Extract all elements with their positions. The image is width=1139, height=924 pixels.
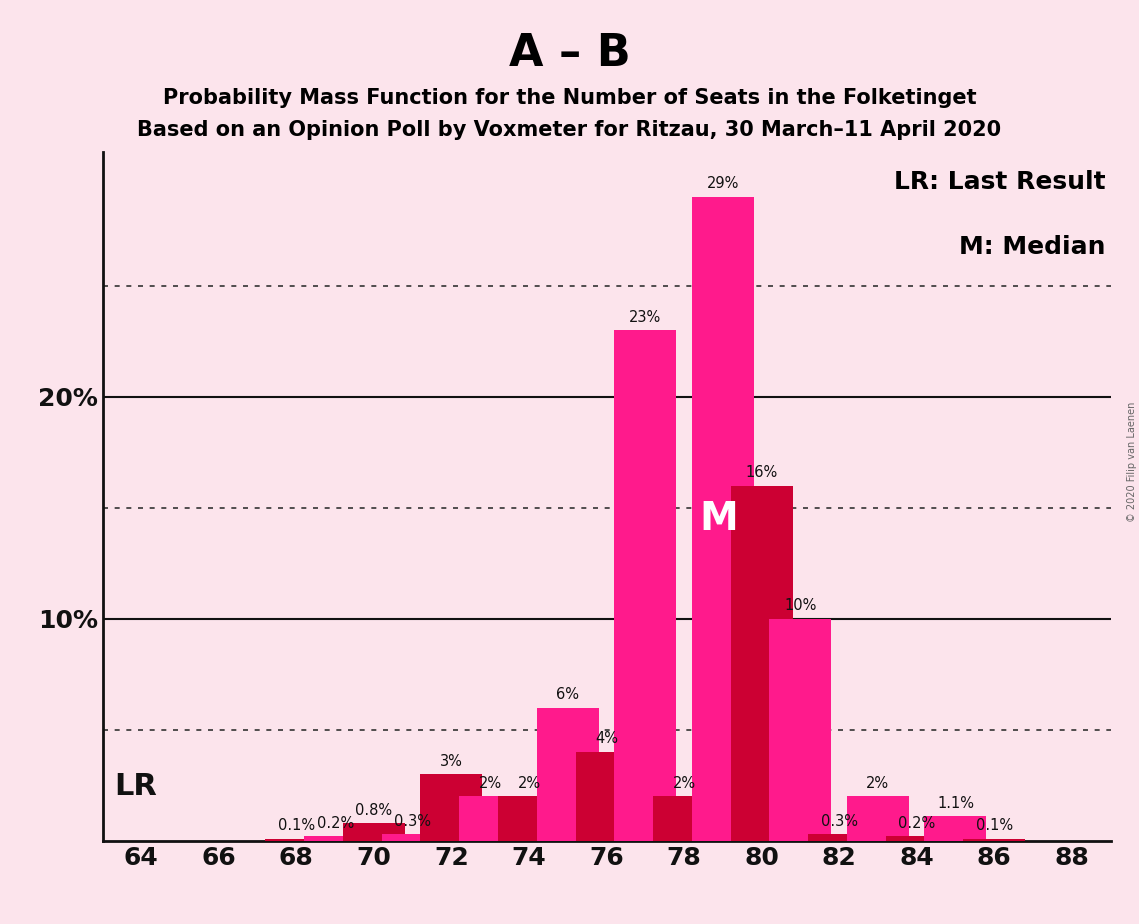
Text: 4%: 4% [595, 732, 618, 747]
Text: LR: Last Result: LR: Last Result [894, 170, 1106, 194]
Text: 0.8%: 0.8% [355, 803, 393, 818]
Text: 1.1%: 1.1% [937, 796, 974, 811]
Text: LR: LR [114, 772, 157, 801]
Text: 6%: 6% [556, 687, 580, 702]
Text: 2%: 2% [478, 776, 502, 791]
Text: 0.2%: 0.2% [898, 816, 935, 831]
Text: 0.1%: 0.1% [278, 818, 314, 833]
Text: 10%: 10% [784, 598, 817, 614]
Text: © 2020 Filip van Laenen: © 2020 Filip van Laenen [1126, 402, 1137, 522]
Text: 0.2%: 0.2% [317, 816, 354, 831]
Text: 0.1%: 0.1% [976, 818, 1013, 833]
Bar [304, 836, 366, 841]
Text: 29%: 29% [706, 176, 739, 191]
Bar [575, 752, 638, 841]
Text: 0.3%: 0.3% [394, 814, 432, 829]
Bar [730, 485, 793, 841]
Bar [886, 836, 948, 841]
Bar [459, 796, 522, 841]
Text: M: Median: M: Median [959, 235, 1106, 259]
Text: Probability Mass Function for the Number of Seats in the Folketinget: Probability Mass Function for the Number… [163, 88, 976, 108]
Text: Based on an Opinion Poll by Voxmeter for Ritzau, 30 March–11 April 2020: Based on an Opinion Poll by Voxmeter for… [138, 120, 1001, 140]
Bar [420, 774, 483, 841]
Bar [382, 834, 444, 841]
Bar [653, 796, 715, 841]
Text: A – B: A – B [509, 32, 630, 76]
Text: 2%: 2% [517, 776, 541, 791]
Bar [964, 839, 1025, 841]
Text: 0.3%: 0.3% [820, 814, 858, 829]
Bar [809, 834, 870, 841]
Bar [265, 839, 327, 841]
Bar [847, 796, 909, 841]
Bar [536, 708, 599, 841]
Text: 16%: 16% [745, 465, 778, 480]
Text: M: M [699, 500, 738, 538]
Text: 2%: 2% [672, 776, 696, 791]
Text: 2%: 2% [867, 776, 890, 791]
Bar [498, 796, 560, 841]
Bar [925, 817, 986, 841]
Bar [691, 197, 754, 841]
Text: 3%: 3% [440, 754, 462, 769]
Bar [343, 823, 404, 841]
Bar [614, 330, 677, 841]
Text: 23%: 23% [629, 310, 662, 324]
Bar [769, 619, 831, 841]
